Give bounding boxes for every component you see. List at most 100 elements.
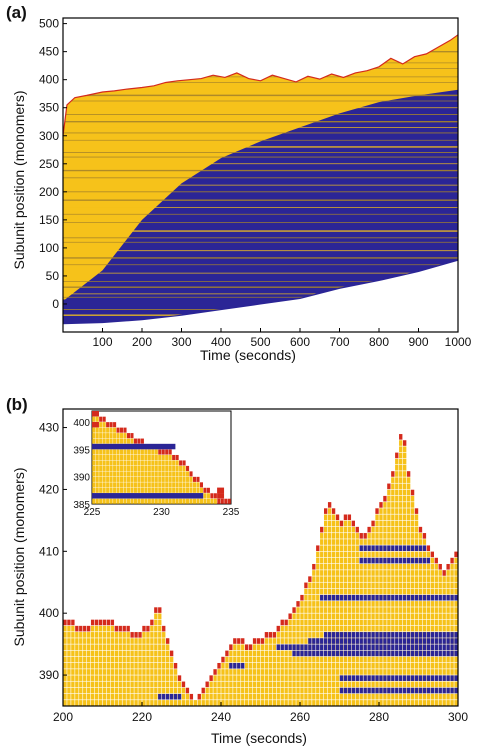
panel-b-blue-cell [442, 687, 446, 694]
panel-b-inset-yellow-cell [147, 465, 151, 471]
panel-b-yellow-cell [355, 582, 359, 589]
panel-b-yellow-cell [335, 662, 340, 669]
panel-b-yellow-cell [158, 669, 162, 675]
panel-b-inset-yellow-cell [106, 433, 110, 439]
panel-b-inset-yellow-cell [144, 454, 148, 461]
panel-b-yellow-cell [300, 601, 304, 607]
panel-b-blue-cell [406, 594, 411, 601]
panel-b-yellow-cell [63, 638, 67, 644]
panel-b-yellow-cell [316, 662, 320, 669]
panel-b-yellow-cell [296, 607, 300, 613]
panel-b-blue-cell [418, 644, 423, 651]
panel-b-red-cell [83, 625, 87, 632]
panel-b-inset-yellow-cell [113, 487, 117, 493]
panel-b-yellow-cell [225, 687, 229, 694]
panel-b-yellow-cell [339, 669, 344, 675]
panel-b-red-cell [442, 570, 446, 576]
panel-b-inset-yellow-cell [161, 454, 165, 461]
panel-b-yellow-cell [130, 669, 134, 675]
panel-b-yellow-cell [395, 520, 399, 527]
panel-b-yellow-cell [221, 662, 225, 669]
panel-b-inset-yellow-cell [213, 498, 217, 504]
panel-b-yellow-cell [442, 662, 446, 669]
panel-b-blue-cell [418, 638, 423, 644]
panel-b-inset-yellow-cell [147, 460, 151, 466]
panel-b-yellow-cell [422, 607, 427, 613]
panel-b-yellow-cell [351, 693, 355, 700]
panel-b-yellow-cell [300, 638, 304, 644]
panel-b-red-cell [406, 471, 411, 477]
panel-b-yellow-cell [320, 693, 324, 700]
panel-b-yellow-cell [118, 693, 122, 700]
panel-b-yellow-cell [150, 644, 154, 651]
panel-b-blue-cell [438, 675, 442, 681]
panel-b-yellow-cell [426, 619, 431, 626]
panel-b-yellow-cell [414, 582, 419, 589]
panel-b-yellow-cell [383, 601, 387, 607]
panel-b-yellow-cell [94, 675, 99, 681]
panel-b-yellow-cell [83, 632, 87, 638]
panel-b-blue-cell [158, 693, 162, 700]
panel-b-red-cell [260, 638, 265, 644]
panel-b-inset-yellow-cell [120, 471, 124, 477]
panel-b-blue-cell [339, 675, 344, 681]
panel-b-yellow-cell [122, 656, 126, 663]
panel-b-x-tick-label: 260 [290, 710, 310, 724]
panel-b-yellow-cell [422, 669, 427, 675]
panel-b-yellow-cell [304, 619, 308, 626]
panel-b-yellow-cell [316, 656, 320, 663]
panel-b-yellow-cell [158, 700, 162, 706]
panel-b-yellow-cell [414, 570, 419, 576]
panel-b-yellow-cell [154, 656, 158, 663]
panel-b-yellow-cell [438, 662, 442, 669]
panel-b-yellow-cell [134, 669, 138, 675]
panel-b-red-cell [122, 625, 126, 632]
panel-b-yellow-cell [122, 687, 126, 694]
panel-b-inset-yellow-cell [179, 471, 183, 477]
panel-b-yellow-cell [331, 675, 336, 681]
panel-b-inset-yellow-cell [203, 493, 207, 499]
panel-b-yellow-cell [327, 508, 332, 514]
panel-b-yellow-cell [399, 477, 403, 483]
panel-b-inset-yellow-cell [99, 471, 103, 477]
panel-b-yellow-cell [339, 563, 344, 570]
panel-b-inset-yellow-cell [175, 460, 179, 466]
panel-b-yellow-cell [225, 700, 229, 706]
panel-b-yellow-cell [383, 508, 387, 514]
panel-b-yellow-cell [454, 669, 458, 675]
panel-b-yellow-cell [63, 700, 67, 706]
panel-b-inset-red-cell [140, 438, 144, 444]
panel-b-yellow-cell [241, 675, 245, 681]
panel-b-yellow-cell [308, 693, 312, 700]
panel-b-inset-yellow-cell [102, 482, 106, 488]
panel-b-inset-x-tick-label: 235 [223, 507, 240, 518]
panel-b-inset-yellow-cell [130, 498, 134, 504]
panel-b-yellow-cell [454, 662, 458, 669]
panel-b-blue-cell [383, 644, 387, 651]
panel-b-yellow-cell [217, 687, 221, 694]
panel-b-yellow-cell [209, 693, 213, 700]
panel-b-yellow-cell [308, 613, 312, 620]
panel-b-yellow-cell [71, 632, 75, 638]
panel-b-yellow-cell [399, 570, 403, 576]
panel-b-yellow-cell [351, 563, 355, 570]
panel-b-yellow-cell [264, 650, 269, 657]
panel-b-red-cell [162, 625, 166, 632]
panel-b-inset-red-cell [99, 416, 103, 422]
panel-b-inset-yellow-cell [179, 482, 183, 488]
panel-b-inset-yellow-cell [192, 487, 197, 493]
panel-b-yellow-cell [233, 656, 237, 663]
panel-b-yellow-cell [391, 662, 395, 669]
panel-b-red-cell [98, 619, 103, 626]
panel-b-yellow-cell [98, 632, 103, 638]
panel-b-inset-yellow-cell [102, 427, 106, 433]
panel-b-inset-yellow-cell [95, 449, 99, 455]
panel-b-blue-cell [308, 644, 312, 651]
panel-b-inset-yellow-cell [151, 460, 155, 466]
panel-b-yellow-cell [106, 638, 111, 644]
panel-b-yellow-cell [67, 650, 71, 657]
panel-b-x-tick-label: 280 [369, 710, 389, 724]
panel-b-blue-cell [339, 594, 344, 601]
panel-b-yellow-cell [134, 638, 138, 644]
panel-b-yellow-cell [79, 669, 83, 675]
